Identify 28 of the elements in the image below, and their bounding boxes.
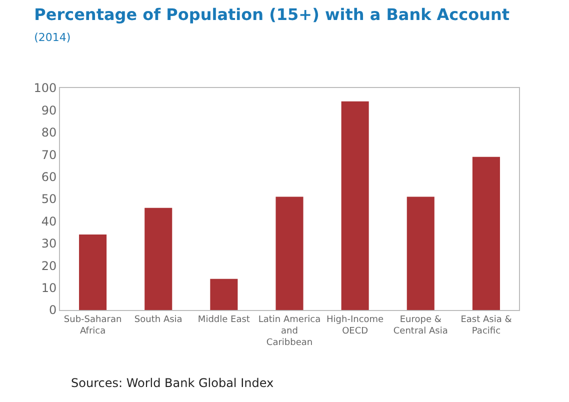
bar — [210, 278, 238, 310]
bar — [79, 234, 107, 310]
y-tick-label: 80 — [41, 126, 57, 140]
chart-title: Percentage of Population (15+) with a Bank Account — [34, 5, 510, 24]
bar — [276, 196, 304, 310]
y-tick-label: 70 — [41, 148, 57, 162]
y-tick-label: 100 — [34, 81, 57, 96]
y-tick-label: 10 — [41, 281, 57, 295]
x-tick-label: Europe & Central Asia — [393, 314, 448, 336]
bar — [144, 208, 172, 310]
y-tick-label: 20 — [41, 258, 57, 273]
y-tick-label: 60 — [41, 170, 57, 184]
chart-subtitle: (2014) — [34, 30, 71, 44]
bar — [406, 196, 434, 310]
x-tick-label: South Asia — [134, 314, 182, 325]
y-tick-label: 90 — [41, 103, 57, 118]
source-note: Sources: World Bank Global Index — [71, 376, 274, 390]
bar — [341, 101, 369, 310]
x-tick-label: Latin America and Caribbean — [258, 314, 321, 348]
x-tick-label: Middle East — [198, 314, 250, 325]
y-tick-label: 40 — [41, 214, 57, 228]
x-tick-label: High-Income OECD — [326, 314, 384, 336]
y-tick-label: 30 — [41, 236, 57, 251]
x-tick-label: East Asia & Pacific — [460, 314, 512, 336]
bar — [472, 156, 500, 310]
y-tick-label: 50 — [41, 192, 57, 206]
y-tick-label: 0 — [48, 303, 57, 318]
x-tick-label: Sub-Saharan Africa — [64, 314, 122, 336]
